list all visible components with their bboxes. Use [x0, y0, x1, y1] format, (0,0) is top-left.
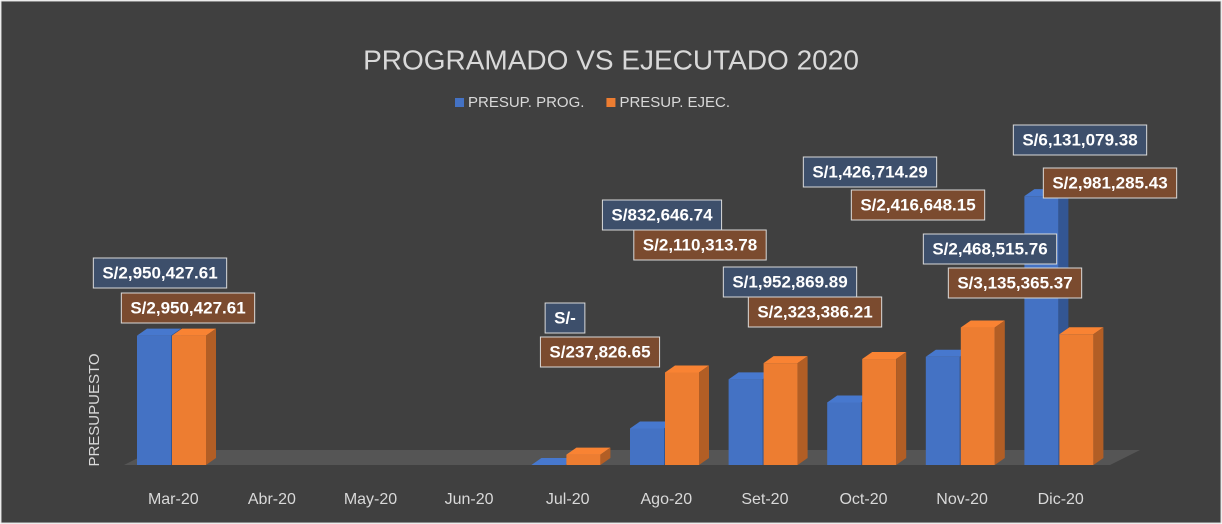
legend-swatch [455, 98, 464, 107]
x-tick-label: Dic-20 [1038, 491, 1084, 508]
data-label-box [539, 336, 661, 368]
data-label-box [1012, 124, 1148, 156]
bar-side [206, 328, 216, 465]
data-label-box [544, 302, 586, 334]
x-tick-label: Jul-20 [546, 491, 590, 508]
chart-title: PROGRAMADO VS EJECUTADO 2020 [363, 44, 859, 75]
bar-front [862, 359, 897, 465]
legend-label: PRESUP. PROG. [468, 94, 584, 111]
bar [566, 447, 611, 465]
data-label: S/2,468,515.76 [932, 239, 1047, 258]
data-label: S/237,826.65 [549, 342, 650, 361]
legend-label: PRESUP. EJEC. [619, 94, 730, 111]
bar [172, 328, 216, 465]
data-label-box [922, 233, 1058, 265]
data-label: S/2,416,648.15 [860, 195, 975, 214]
bar-side [994, 320, 1005, 465]
bar [665, 365, 709, 465]
data-label-box [722, 266, 858, 298]
bar [862, 352, 907, 465]
bar-front [960, 327, 995, 465]
bar-front [1059, 334, 1094, 465]
x-tick-label: Ago-20 [641, 491, 693, 508]
x-tick-label: May-20 [344, 491, 397, 508]
x-tick-label: Set-20 [741, 491, 788, 508]
data-label: S/2,950,427.61 [130, 298, 245, 317]
data-label-box [601, 199, 723, 231]
data-label: S/6,131,079.38 [1022, 130, 1137, 149]
bar-top [172, 328, 216, 336]
bar-top [566, 447, 611, 455]
data-label: S/1,426,714.29 [812, 162, 927, 181]
data-label: S/1,952,869.89 [732, 272, 847, 291]
data-label: S/2,981,285.43 [1052, 173, 1167, 192]
bar-front [630, 428, 664, 465]
bar-front [172, 335, 206, 465]
data-label: S/3,135,365.37 [957, 273, 1072, 292]
bar-side [896, 352, 907, 465]
data-label: S/- [554, 308, 576, 327]
y-axis-title: PRESUPUESTO [86, 353, 103, 466]
bar-front [763, 363, 798, 465]
x-tick-label: Nov-20 [936, 491, 988, 508]
bar [531, 458, 576, 465]
data-label: S/832,646.74 [611, 205, 713, 224]
data-label-box [747, 296, 883, 328]
bar-front [728, 379, 763, 465]
data-label: S/2,110,313.78 [643, 235, 757, 254]
bar-top [728, 372, 773, 380]
bar [960, 320, 1005, 465]
x-tick-label: Abr-20 [248, 491, 296, 508]
data-label-box [633, 229, 767, 261]
x-tick-label: Mar-20 [148, 491, 199, 508]
bar-top [862, 352, 907, 360]
bar-front [827, 402, 862, 465]
bar [1059, 327, 1104, 465]
data-label-box [1042, 167, 1178, 199]
bar-side [699, 365, 709, 465]
bar-top [665, 365, 709, 373]
bar-front [925, 356, 960, 465]
data-label: S/2,950,427.61 [102, 263, 217, 282]
x-tick-label: Jun-20 [445, 491, 494, 508]
bar [763, 356, 808, 465]
bar-top [137, 328, 181, 336]
legend-swatch [606, 98, 616, 107]
bar-side [1093, 327, 1104, 465]
data-label-box [947, 267, 1083, 299]
data-label-box [850, 189, 986, 221]
bar-top [960, 320, 1005, 328]
bar-side [797, 356, 808, 465]
bar-top [531, 458, 576, 465]
data-label-box [802, 156, 938, 188]
data-label-box [92, 257, 228, 289]
bar-top [763, 356, 808, 364]
bar-front [566, 454, 601, 465]
x-tick-label: Oct-20 [839, 491, 887, 508]
bar-side [600, 447, 611, 465]
bar-front [665, 372, 699, 465]
bar-top [925, 349, 970, 357]
data-label-box [120, 292, 256, 324]
bar-top [827, 395, 872, 403]
bar-top [630, 421, 674, 429]
data-label: S/2,323,386.21 [757, 302, 872, 321]
bar-top [1059, 327, 1104, 335]
bar-front [137, 335, 171, 465]
